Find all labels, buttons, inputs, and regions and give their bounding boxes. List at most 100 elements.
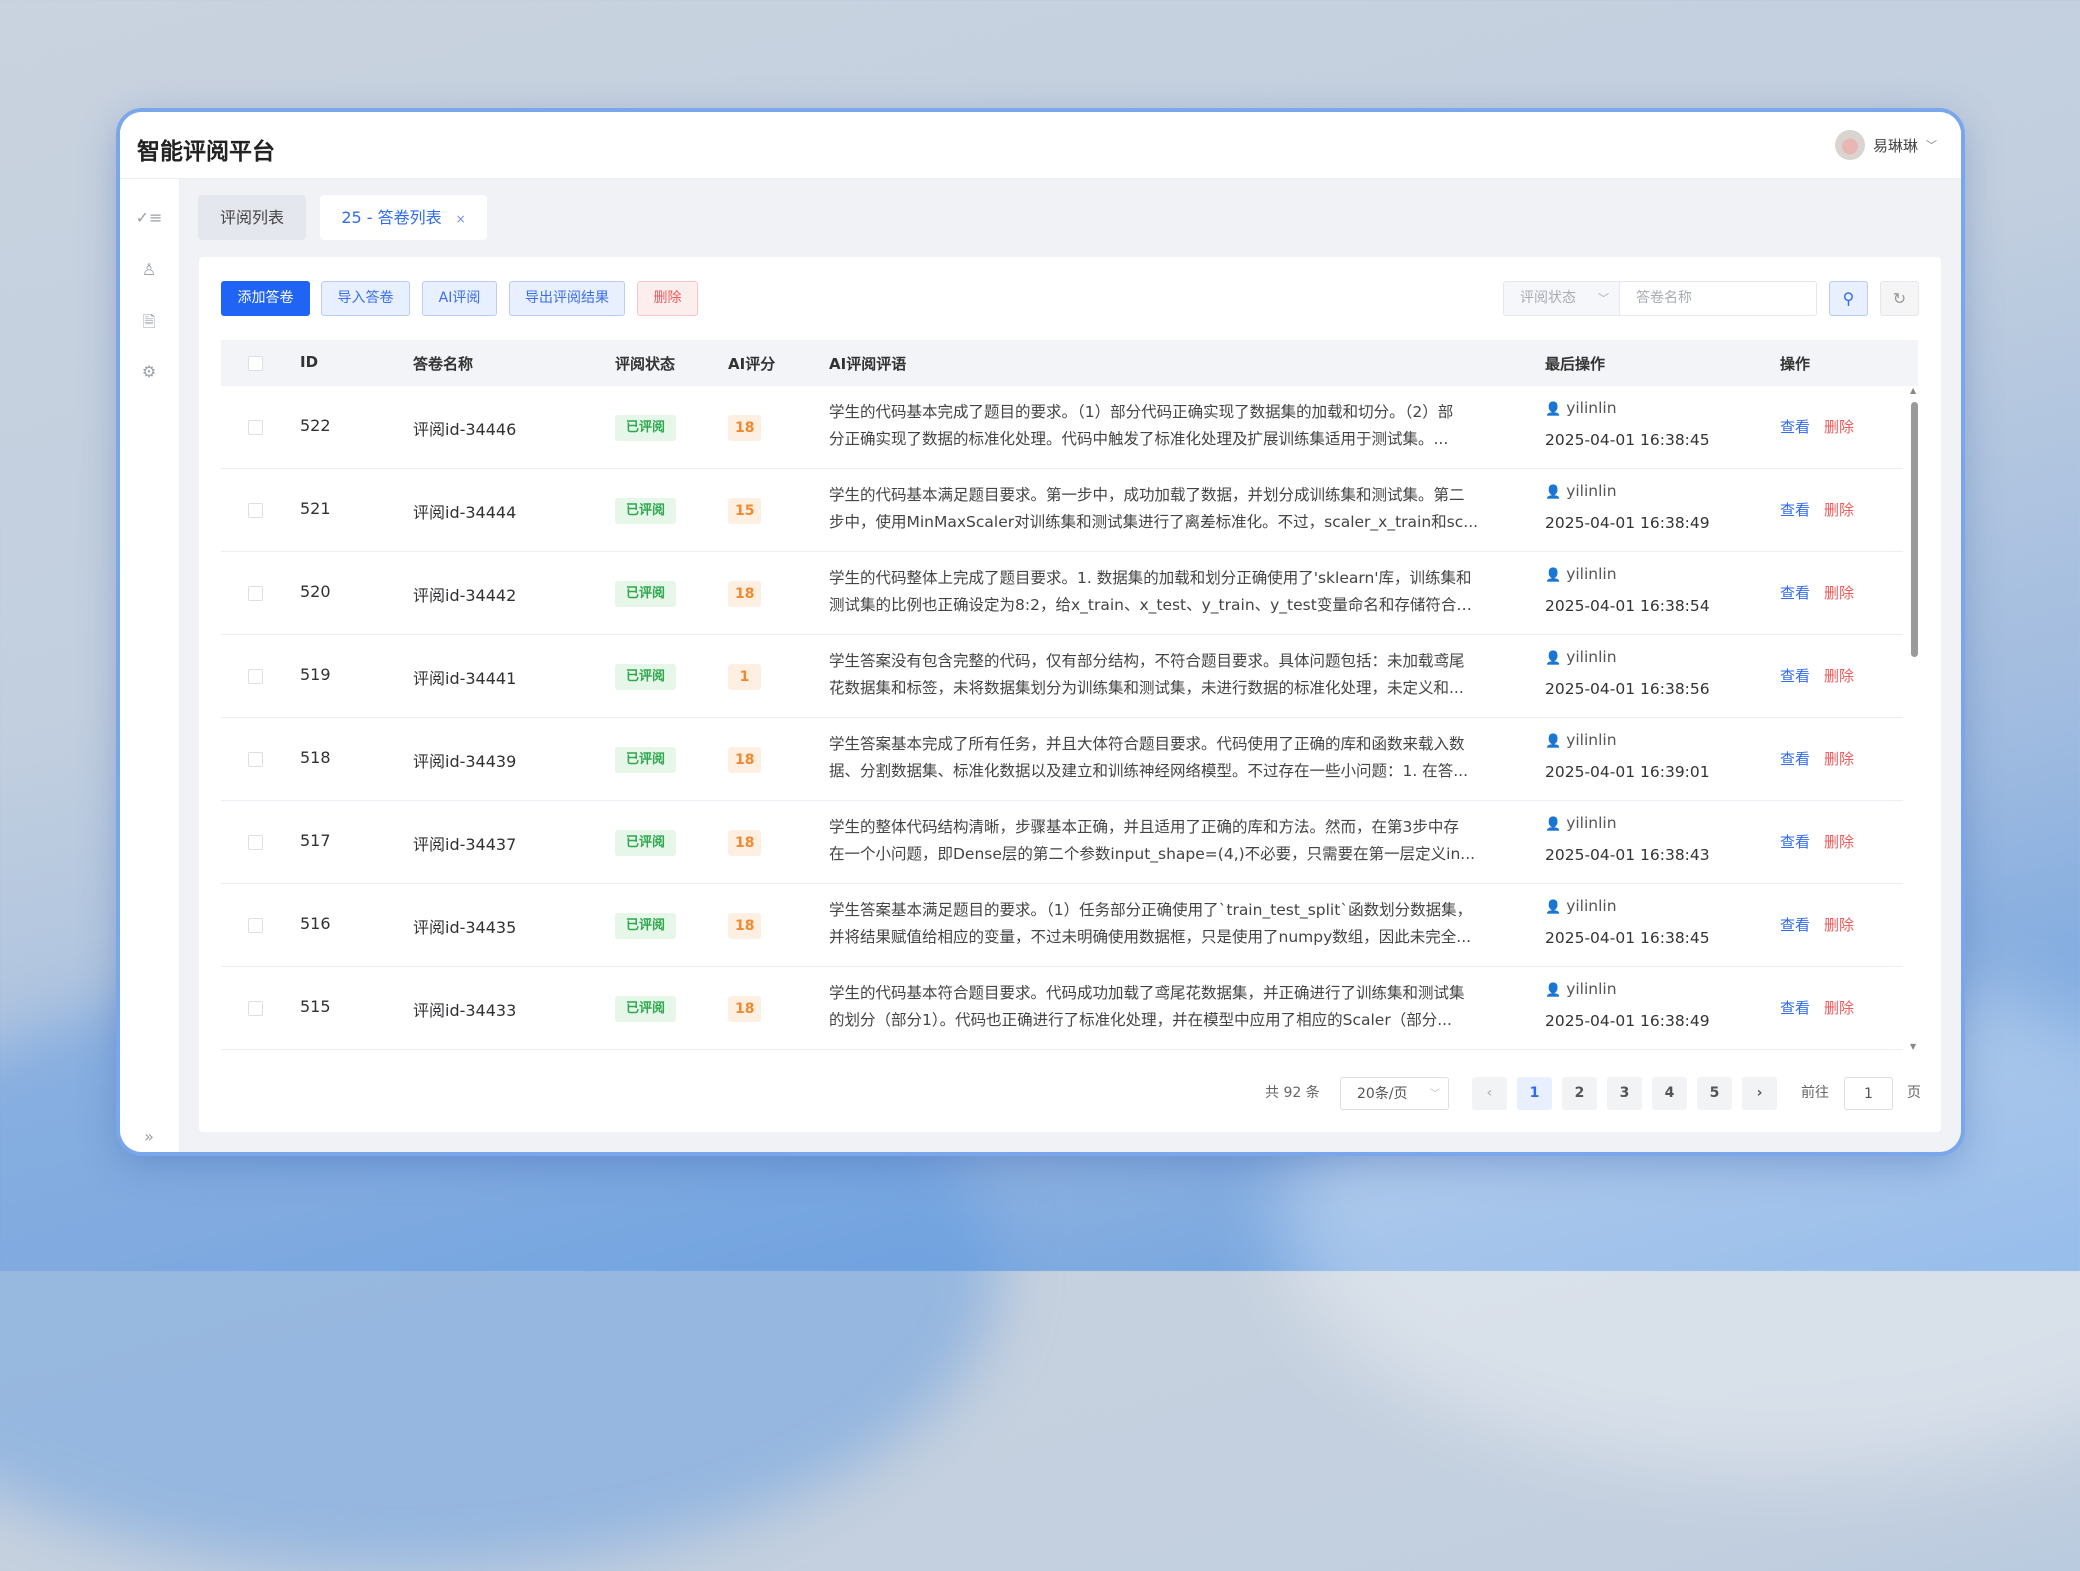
delete-link[interactable]: 删除 — [1824, 750, 1855, 768]
cell-name: 评阅id-34439 — [413, 752, 517, 771]
page-button-5[interactable]: 5 — [1697, 1077, 1732, 1110]
delete-link[interactable]: 删除 — [1824, 418, 1855, 436]
row-checkbox[interactable] — [248, 420, 263, 435]
scroll-down-icon[interactable]: ▼ — [1910, 1042, 1917, 1051]
status-badge: 已评阅 — [615, 581, 676, 607]
view-link[interactable]: 查看 — [1780, 916, 1811, 934]
scrollbar-thumb[interactable] — [1911, 402, 1918, 657]
document-check-icon[interactable]: 🗎 — [142, 312, 156, 331]
comment-line: 学生的代码基本完成了题目的要求。（1）部分代码正确实现了数据集的加载和切分。（2… — [829, 403, 1454, 421]
row-checkbox[interactable] — [248, 918, 263, 933]
view-link[interactable]: 查看 — [1780, 833, 1811, 851]
comment-line: 学生答案没有包含完整的代码，仅有部分结构，不符合题目要求。具体问题包括：未加载鸢… — [829, 652, 1465, 670]
cell-id: 515 — [300, 997, 331, 1016]
comment-line: 步中，使用MinMaxScaler对训练集和测试集进行了离差标准化。不过，sca… — [829, 513, 1479, 531]
row-checkbox[interactable] — [248, 1001, 263, 1016]
close-icon[interactable]: × — [455, 212, 466, 226]
header-name: 答卷名称 — [413, 355, 474, 373]
page-button-3[interactable]: 3 — [1607, 1077, 1642, 1110]
cell-id: 522 — [300, 416, 331, 435]
table-row: 521 评阅id-34444 已评阅 15 学生的代码基本满足题目要求。第一步中… — [221, 469, 1903, 552]
gear-icon[interactable]: ⚙ — [141, 362, 157, 381]
row-checkbox[interactable] — [248, 752, 263, 767]
row-checkbox[interactable] — [248, 503, 263, 518]
user-name: yilinlin — [1566, 565, 1617, 583]
search-button[interactable]: ⚲ — [1829, 281, 1868, 316]
comment-line: 花数据集和标签，未将数据集划分为训练集和测试集，未进行数据的标准化处理，未定义和… — [829, 679, 1464, 697]
name-search-input[interactable]: 答卷名称 — [1620, 281, 1817, 316]
comment-line: 在一个小问题，即Dense层的第二个参数input_shape=(4,)不必要，… — [829, 845, 1476, 863]
user-icon: 👤 — [1545, 734, 1562, 749]
comment-line: 学生答案基本完成了所有任务，并且大体符合题目要求。代码使用了正确的库和函数来载入… — [829, 735, 1465, 753]
delete-link[interactable]: 删除 — [1824, 501, 1855, 519]
cell-comment: 学生的代码整体上完成了题目要求。1. 数据集的加载和划分正确使用了'sklear… — [829, 565, 1479, 619]
add-answer-button[interactable]: 添加答卷 — [221, 281, 310, 316]
comment-line: 学生答案基本满足题目的要求。（1）任务部分正确使用了`train_test_sp… — [829, 901, 1473, 919]
score-badge: 15 — [728, 498, 762, 524]
tab-review-list[interactable]: 评阅列表 — [198, 195, 306, 240]
cell-user: 👤 yilinlin — [1545, 564, 1617, 586]
delete-link[interactable]: 删除 — [1824, 584, 1855, 602]
list-card: 添加答卷 导入答卷 AI评阅 导出评阅结果 删除 评阅状态 ﹀ 答卷名称 ⚲ ↻ … — [199, 257, 1941, 1132]
checklist-icon[interactable]: ✓≡ — [135, 208, 163, 227]
user-name: yilinlin — [1566, 399, 1617, 417]
page-button-1[interactable]: 1 — [1517, 1077, 1552, 1110]
refresh-button[interactable]: ↻ — [1880, 281, 1919, 316]
double-chevron-right-icon[interactable]: » — [144, 1127, 154, 1146]
header-score: AI评分 — [728, 355, 776, 373]
header: 智能评阅平台 易琳琳 ﹀ — [120, 112, 1961, 179]
comment-line: 分正确实现了数据的标准化处理。代码中触发了标准化处理及扩展训练集适用于测试集。.… — [829, 430, 1449, 448]
user-icon: 👤 — [1545, 900, 1562, 915]
user-menu[interactable]: 易琳琳 ﹀ — [1834, 130, 1937, 160]
prev-page-button[interactable]: ‹ — [1472, 1077, 1507, 1110]
table-row: 516 评阅id-34435 已评阅 18 学生答案基本满足题目的要求。（1）任… — [221, 884, 1903, 967]
row-checkbox[interactable] — [248, 669, 263, 684]
delete-button[interactable]: 删除 — [637, 281, 698, 316]
score-badge: 18 — [728, 747, 762, 773]
status-select[interactable]: 评阅状态 ﹀ — [1503, 281, 1620, 316]
view-link[interactable]: 查看 — [1780, 501, 1811, 519]
cell-time: 2025-04-01 16:39:01 — [1545, 763, 1710, 781]
table-header: ID 答卷名称 评阅状态 AI评分 AI评阅评语 最后操作 操作 — [221, 340, 1918, 386]
cell-comment: 学生答案没有包含完整的代码，仅有部分结构，不符合题目要求。具体问题包括：未加载鸢… — [829, 648, 1479, 702]
user-icon[interactable]: ♙ — [141, 260, 157, 279]
row-checkbox[interactable] — [248, 835, 263, 850]
status-badge: 已评阅 — [615, 913, 676, 939]
delete-link[interactable]: 删除 — [1824, 999, 1855, 1017]
next-page-button[interactable]: › — [1742, 1077, 1777, 1110]
comment-line: 学生的代码基本符合题目要求。代码成功加载了鸢尾花数据集，并正确进行了训练集和测试… — [829, 984, 1465, 1002]
row-checkbox[interactable] — [248, 586, 263, 601]
status-badge: 已评阅 — [615, 498, 676, 524]
view-link[interactable]: 查看 — [1780, 667, 1811, 685]
goto-page-input[interactable]: 1 — [1844, 1077, 1893, 1110]
comment-line: 学生的整体代码结构清晰，步骤基本正确，并且适用了正确的库和方法。然而，在第3步中… — [829, 818, 1459, 836]
user-icon: 👤 — [1545, 651, 1562, 666]
cell-user: 👤 yilinlin — [1545, 979, 1617, 1001]
export-results-button[interactable]: 导出评阅结果 — [509, 281, 625, 316]
user-name: yilinlin — [1566, 814, 1617, 832]
user-icon: 👤 — [1545, 983, 1562, 998]
delete-link[interactable]: 删除 — [1824, 667, 1855, 685]
tab-answer-list[interactable]: 25 - 答卷列表 × — [320, 195, 487, 240]
header-ops: 操作 — [1780, 355, 1811, 373]
view-link[interactable]: 查看 — [1780, 584, 1811, 602]
scroll-up-icon[interactable]: ▲ — [1910, 386, 1917, 395]
cell-user: 👤 yilinlin — [1545, 896, 1617, 918]
header-status: 评阅状态 — [615, 355, 676, 373]
chevron-down-icon: ﹀ — [1598, 292, 1609, 305]
scrollbar[interactable]: ▲ ▼ — [1909, 386, 1918, 1051]
import-answer-button[interactable]: 导入答卷 — [321, 281, 410, 316]
view-link[interactable]: 查看 — [1780, 999, 1811, 1017]
page-size-select[interactable]: 20条/页 ﹀ — [1340, 1077, 1449, 1110]
page-button-2[interactable]: 2 — [1562, 1077, 1597, 1110]
score-badge: 1 — [728, 664, 761, 690]
view-link[interactable]: 查看 — [1780, 418, 1811, 436]
delete-link[interactable]: 删除 — [1824, 833, 1855, 851]
select-all-checkbox[interactable] — [248, 356, 263, 371]
view-link[interactable]: 查看 — [1780, 750, 1811, 768]
page-button-4[interactable]: 4 — [1652, 1077, 1687, 1110]
ai-review-button[interactable]: AI评阅 — [422, 281, 497, 316]
cell-user: 👤 yilinlin — [1545, 730, 1617, 752]
cell-id: 517 — [300, 831, 331, 850]
delete-link[interactable]: 删除 — [1824, 916, 1855, 934]
